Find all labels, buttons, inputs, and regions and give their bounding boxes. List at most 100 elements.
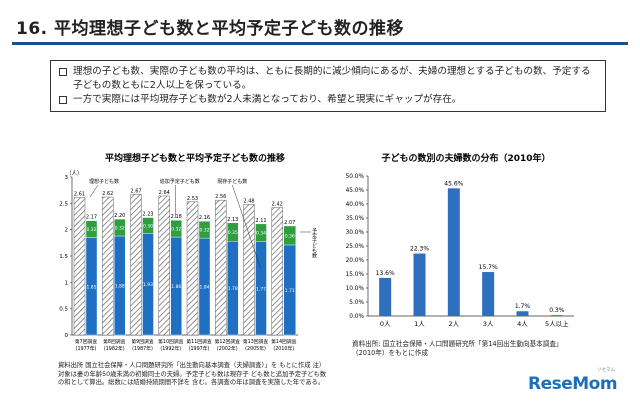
planned-label: 2.11: [255, 218, 266, 224]
x-tick-year: (2005年): [245, 345, 266, 352]
y-tick-label: 3: [65, 175, 69, 181]
page-title: 16. 平均理想子ども数と平均予定子ども数の推移: [16, 19, 405, 39]
y-tick-label: 0.5: [59, 307, 68, 313]
current-label: 1.78: [228, 286, 238, 292]
y-tick-label: 25.0%: [346, 244, 365, 250]
ideal-label: 2.42: [272, 202, 283, 208]
ideal-label: 2.62: [102, 191, 113, 197]
planned-label: 2.17: [86, 215, 97, 221]
x-tick-label: 第9回調査: [131, 338, 153, 345]
ideal-bar: [186, 201, 199, 336]
x-tick-year: (1977年): [76, 345, 97, 352]
ideal-label: 2.61: [74, 192, 85, 198]
planned-label: 2.13: [227, 217, 238, 223]
x-tick-year: (2002年): [217, 345, 238, 352]
data-label: 45.6%: [444, 180, 463, 187]
additional-bar: [227, 222, 239, 242]
y-tick-label: 1: [65, 280, 69, 286]
distribution-bar: [550, 315, 563, 316]
x-tick-label: 第12回調査: [215, 338, 240, 345]
x-tick-label: 第7回調査: [75, 338, 97, 345]
additional-bar: [170, 219, 182, 238]
bullet-text: 理想の子ども数、実際の子ども数の平均は、ともに長期的に減少傾向にあるが、夫婦の理…: [73, 66, 591, 91]
x-tick-year: (2010年): [273, 345, 294, 352]
current-label: 1.84: [199, 285, 209, 291]
ideal-label: 2.56: [215, 194, 226, 200]
data-label: 0.3%: [549, 307, 565, 314]
ideal-bar: [271, 207, 283, 336]
bullet-item: 一方で実際には平均現存子ども数が2人未満となっており、希望と現実にギャップが存在…: [59, 93, 597, 107]
additional-bar: [114, 218, 126, 237]
additional-label: 0.32: [171, 226, 181, 232]
current-label: 1.93: [143, 282, 153, 288]
x-tick-label: 第10回調査: [158, 338, 183, 345]
ideal-label: 2.48: [243, 198, 254, 204]
x-tick-label: 第8回調査: [103, 338, 125, 345]
current-label: 1.86: [171, 284, 181, 290]
footnote-left: 資料出所 国立社会保障・人口問題研究所「出生動向基本調査（夫婦調査）」を もとに…: [58, 362, 327, 386]
x-tick-year: (1987年): [132, 345, 153, 352]
x-tick-label: 3人: [483, 320, 494, 328]
additional-label: 0.34: [256, 231, 266, 237]
logo-text: ReseMom: [528, 374, 618, 394]
y-tick-label: 15.0%: [346, 272, 365, 278]
y-tick-label: 40.0%: [346, 202, 365, 208]
planned-label: 2.18: [171, 214, 182, 220]
ideal-bar: [130, 194, 142, 336]
y-tick-label: 10.0%: [346, 286, 365, 292]
y-tick-label: 35.0%: [346, 216, 365, 222]
current-label: 1.77: [256, 286, 266, 292]
planned-label: 2.23: [142, 212, 153, 218]
additional-bar: [85, 220, 98, 238]
annotation-current: 現存子ども数: [217, 178, 247, 185]
x-tick-year: (1992年): [160, 345, 181, 352]
y-tick-label: 50.0%: [346, 174, 365, 180]
title-rule: [12, 42, 628, 45]
ideal-bar: [215, 199, 227, 336]
annotation-arrow: [89, 184, 99, 198]
y-tick-label: 2: [65, 228, 69, 234]
x-tick-label: 第14回調査: [271, 338, 296, 345]
annotation-arrow: [232, 184, 261, 269]
bullet-item: 理想の子ども数、実際の子ども数の平均は、ともに長期的に減少傾向にあるが、夫婦の理…: [59, 65, 597, 93]
distribution-bar: [447, 188, 460, 316]
additional-bar: [142, 217, 154, 234]
square-bullet-icon: [59, 68, 67, 76]
ideal-label: 2.67: [130, 188, 141, 194]
y-tick-label: 20.0%: [346, 258, 365, 264]
x-tick-label: 0人: [380, 320, 391, 328]
ideal-bar: [243, 204, 255, 336]
additional-label: 0.35: [228, 230, 238, 236]
y-tick-label: 30.0%: [346, 230, 365, 236]
ideal-bar: [73, 197, 86, 336]
footnote-right: 資料出所: 国立社会保障・人口問題研究所「第14回出生動向基本調査」（2010年…: [352, 340, 563, 357]
data-label: 22.3%: [410, 246, 429, 253]
distribution-bar: [516, 311, 529, 316]
data-label: 13.6%: [376, 270, 395, 277]
distribution-bar: [379, 277, 392, 316]
planned-label: 2.07: [284, 220, 295, 226]
distribution-bar: [482, 272, 495, 316]
chart-title: 平均理想子ども数と平均予定子ども数の推移: [105, 152, 285, 164]
current-label: 1.85: [86, 284, 96, 290]
data-label: 15.7%: [479, 264, 498, 271]
y-tick-label: 0: [65, 333, 69, 339]
trend-chart: 平均理想子ども数と平均予定子ども数の推移 （人） 00.511.522.53 2…: [59, 152, 317, 352]
additional-label: 0.36: [285, 233, 295, 239]
distribution-chart: 子どもの数別の夫婦数の分布（2010年） 0.0% 5.0% 10.0% 15.0% 2…: [346, 152, 574, 328]
square-bullet-icon: [59, 96, 67, 104]
ideal-label: 2.53: [187, 196, 198, 202]
x-tick-year: (1997年): [189, 345, 210, 352]
planned-label: 2.20: [114, 213, 125, 219]
ideal-bar: [158, 195, 170, 336]
y-tick-label: 0.0%: [349, 314, 364, 320]
y-tick-label: 45.0%: [346, 188, 365, 194]
additional-label: 0.32: [115, 225, 125, 231]
x-tick-label: 第13回調査: [243, 338, 268, 345]
ideal-bar: [102, 196, 114, 336]
x-tick-label: 第11回調査: [186, 338, 211, 345]
y-unit-label: （人）: [66, 170, 83, 177]
logo-subtext: リセマム: [597, 368, 616, 373]
bullet-text: 一方で実際には平均現存子ども数が2人未満となっており、希望と現実にギャップが存在…: [73, 94, 462, 105]
x-tick-label: 2人: [449, 320, 460, 328]
